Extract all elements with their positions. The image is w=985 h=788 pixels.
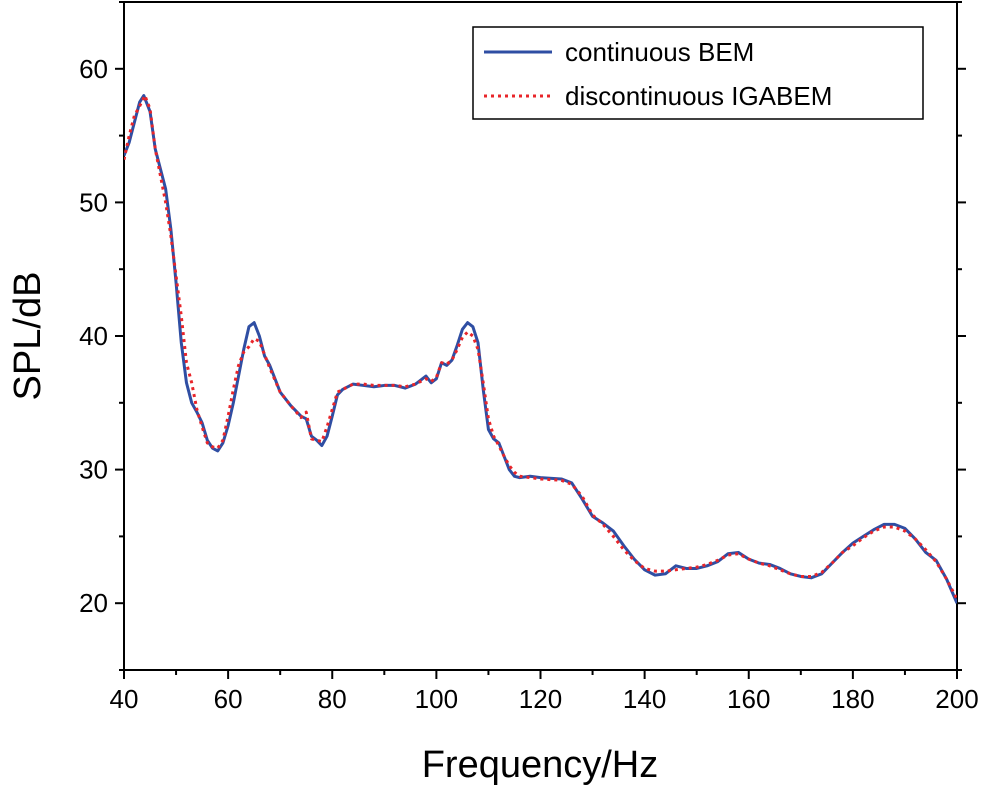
- y-axis-ticks: 20 30 40 50 60: [79, 1, 966, 671]
- y-tick-label: 50: [79, 187, 108, 217]
- x-tick-label: 180: [831, 684, 874, 714]
- x-tick-label: 120: [519, 684, 562, 714]
- series-line-continuous-bem: [124, 94, 957, 604]
- x-tick-label: 100: [415, 684, 458, 714]
- legend-label-continuous-bem: continuous BEM: [565, 37, 754, 67]
- y-axis-label: SPL/dB: [7, 272, 49, 401]
- y-tick-label: 40: [79, 321, 108, 351]
- legend-box: [472, 26, 924, 120]
- x-axis-label: Frequency/Hz: [422, 744, 659, 786]
- x-tick-label: 160: [727, 684, 770, 714]
- x-tick-label: 200: [935, 684, 978, 714]
- x-tick-label: 60: [214, 684, 243, 714]
- x-axis-ticks: 40 60 80 100 120 140 160 180 200: [110, 670, 979, 714]
- y-tick-label: 60: [79, 54, 108, 84]
- y-tick-label: 20: [79, 588, 108, 618]
- series-line-discontinuous-igabem: [124, 94, 957, 600]
- x-tick-label: 40: [110, 684, 139, 714]
- legend: continuous BEM discontinuous IGABEM: [472, 26, 924, 120]
- x-tick-label: 140: [623, 684, 666, 714]
- x-tick-label: 80: [318, 684, 347, 714]
- y-tick-label: 30: [79, 455, 108, 485]
- legend-label-discontinuous-igabem: discontinuous IGABEM: [565, 81, 832, 111]
- series-layer: [124, 94, 957, 604]
